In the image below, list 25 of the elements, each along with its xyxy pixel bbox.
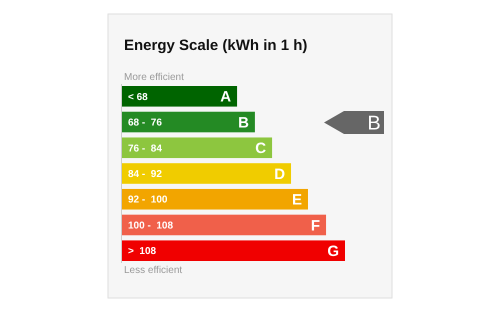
bar [122,86,238,107]
bar [122,240,345,261]
y-tick-label: 76 - 84 [128,143,162,154]
annotation: E [292,192,302,209]
bar [122,163,292,184]
y-tick-label: 100 - 108 [128,220,174,232]
annotation: A [220,88,232,106]
bar [122,188,308,210]
annotation: C [255,140,266,158]
bar [122,112,255,132]
bar [122,214,326,236]
text: Less efficient [124,265,182,276]
annotation: B [238,114,250,132]
y-tick-label: 68 - 76 [128,118,162,129]
y-tick-label: 92 - 100 [128,194,168,206]
y-tick-label: > 108 [128,246,157,258]
text: More efficient [124,72,184,83]
annotation: G [327,243,339,260]
text: B [367,112,381,135]
annotation: D [274,166,286,183]
bar [122,137,272,158]
y-tick-label: 84 - 92 [128,169,162,180]
chart-title: Energy Scale (kWh in 1 h) [124,37,308,54]
annotation: F [310,217,320,234]
y-tick-label: < 68 [128,92,148,103]
